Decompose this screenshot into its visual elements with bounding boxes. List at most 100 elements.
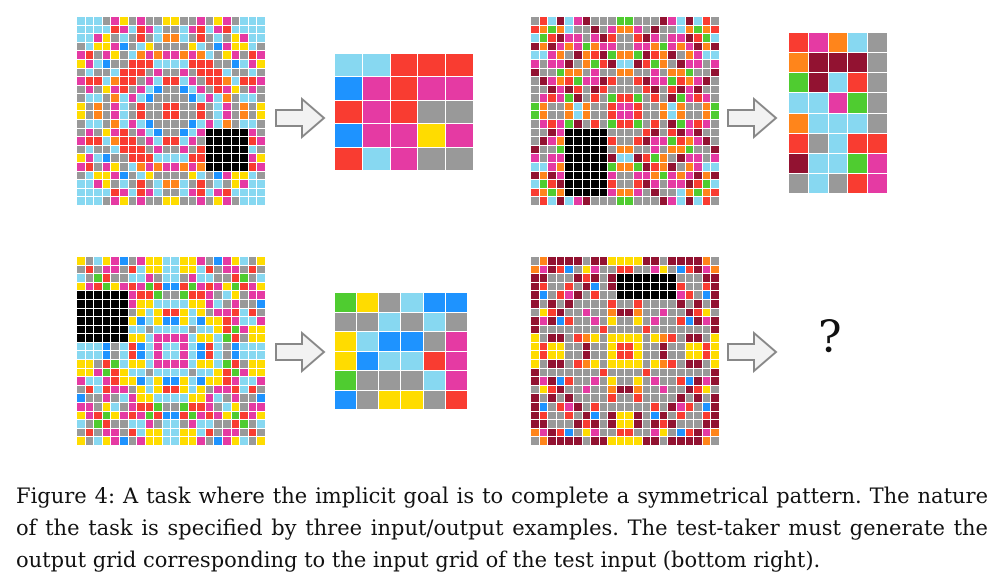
- grid-cell: [531, 59, 539, 68]
- grid-cell: [651, 351, 659, 360]
- grid-cell: [565, 411, 573, 420]
- grid-cell: [94, 128, 102, 137]
- grid-cell: [102, 25, 111, 34]
- grid-cell: [223, 420, 231, 428]
- grid-cell: [205, 351, 214, 360]
- grid-cell: [828, 153, 848, 173]
- grid-cell: [257, 51, 265, 59]
- grid-cell: [119, 403, 128, 411]
- grid-cell: [223, 120, 231, 128]
- grid-cell: [257, 111, 265, 120]
- grid-cell: [702, 342, 711, 351]
- grid-cell: [77, 94, 85, 102]
- grid-cell: [180, 403, 188, 411]
- grid-cell: [180, 428, 188, 437]
- grid-cell: [257, 394, 265, 403]
- grid-cell: [111, 94, 119, 102]
- example-3-input-grid: [76, 256, 266, 446]
- grid-cell: [119, 68, 128, 77]
- grid-cell: [616, 59, 625, 68]
- grid-cell: [205, 59, 214, 68]
- grid-cell: [685, 291, 694, 299]
- grid-cell: [214, 17, 223, 25]
- grid-cell: [539, 437, 548, 445]
- grid-cell: [137, 428, 145, 437]
- grid-cell: [240, 111, 248, 120]
- grid-cell: [445, 351, 467, 370]
- grid-cell: [248, 171, 257, 180]
- grid-cell: [85, 171, 94, 180]
- grid-cell: [85, 128, 94, 137]
- grid-cell: [608, 188, 616, 197]
- grid-cell: [223, 51, 231, 59]
- grid-cell: [231, 437, 240, 445]
- grid-cell: [240, 394, 248, 403]
- grid-cell: [651, 385, 659, 394]
- grid-cell: [128, 274, 137, 282]
- grid-cell: [582, 334, 591, 342]
- grid-cell: [694, 137, 702, 145]
- grid-cell: [180, 68, 188, 77]
- grid-cell: [94, 77, 102, 85]
- grid-cell: [119, 299, 128, 308]
- grid-cell: [548, 265, 556, 274]
- grid-cell: [145, 94, 154, 102]
- grid-cell: [180, 299, 188, 308]
- grid-cell: [565, 180, 573, 188]
- grid-cell: [248, 102, 257, 111]
- grid-cell: [659, 308, 668, 317]
- grid-cell: [659, 137, 668, 145]
- grid-cell: [445, 390, 467, 409]
- grid-cell: [223, 257, 231, 265]
- grid-cell: [711, 111, 719, 120]
- grid-cell: [539, 171, 548, 180]
- grid-cell: [702, 51, 711, 59]
- grid-cell: [145, 77, 154, 85]
- grid-cell: [102, 102, 111, 111]
- grid-cell: [599, 163, 608, 171]
- grid-cell: [335, 100, 362, 124]
- grid-cell: [188, 42, 197, 51]
- grid-cell: [214, 342, 223, 351]
- grid-cell: [677, 377, 685, 385]
- grid-cell: [223, 17, 231, 25]
- grid-cell: [205, 420, 214, 428]
- grid-cell: [188, 163, 197, 171]
- grid-cell: [257, 368, 265, 377]
- grid-cell: [171, 137, 180, 145]
- grid-cell: [573, 265, 582, 274]
- grid-cell: [231, 77, 240, 85]
- grid-cell: [119, 420, 128, 428]
- grid-cell: [223, 171, 231, 180]
- grid-cell: [137, 342, 145, 351]
- grid-cell: [642, 437, 651, 445]
- grid-cell: [154, 282, 162, 291]
- grid-cell: [111, 317, 119, 325]
- grid-cell: [625, 85, 634, 94]
- grid-cell: [154, 265, 162, 274]
- grid-cell: [591, 51, 599, 59]
- grid-cell: [625, 420, 634, 428]
- grid-cell: [248, 120, 257, 128]
- grid-cell: [137, 437, 145, 445]
- grid-cell: [573, 180, 582, 188]
- grid-cell: [111, 403, 119, 411]
- grid-cell: [223, 385, 231, 394]
- grid-cell: [548, 17, 556, 25]
- grid-cell: [214, 282, 223, 291]
- grid-cell: [154, 68, 162, 77]
- grid-cell: [642, 317, 651, 325]
- grid-cell: [128, 171, 137, 180]
- grid-cell: [85, 342, 94, 351]
- grid-cell: [214, 428, 223, 437]
- grid-cell: [694, 334, 702, 342]
- grid-cell: [608, 197, 616, 205]
- grid-cell: [128, 197, 137, 205]
- grid-cell: [642, 154, 651, 163]
- grid-cell: [591, 351, 599, 360]
- grid-cell: [119, 34, 128, 42]
- grid-cell: [240, 163, 248, 171]
- grid-cell: [668, 428, 677, 437]
- grid-cell: [634, 17, 642, 25]
- grid-cell: [599, 437, 608, 445]
